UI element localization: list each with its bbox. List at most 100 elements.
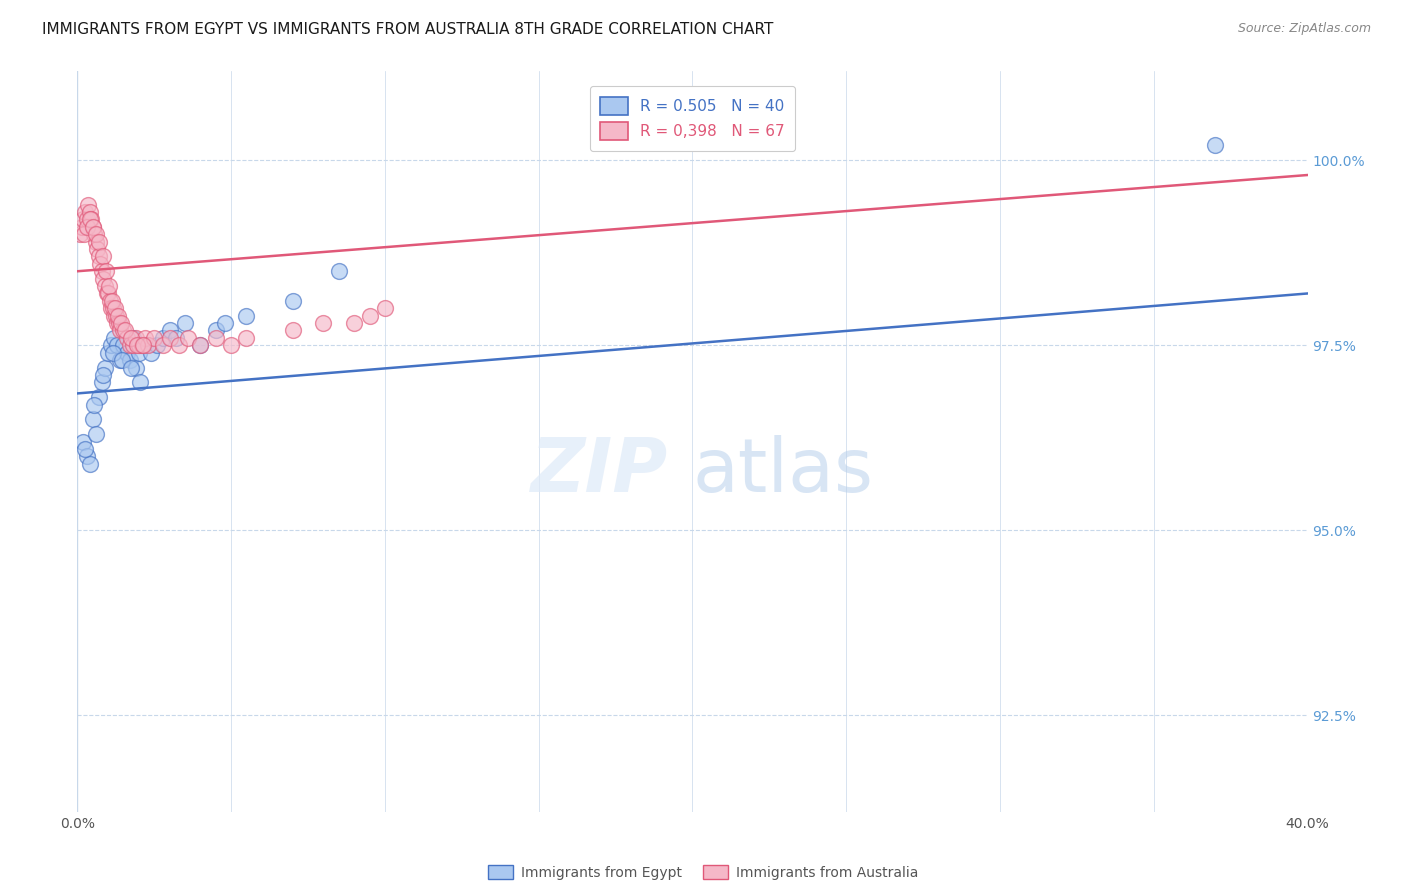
Point [84, 235, 107, 249]
Point [204, 331, 226, 345]
Point [94, 360, 117, 375]
Point [204, 324, 226, 338]
Point [84, 427, 107, 442]
Point [219, 338, 242, 352]
Point [190, 338, 212, 352]
Point [359, 309, 381, 323]
Point [374, 301, 396, 316]
Point [77, 197, 100, 211]
Point [87, 390, 110, 404]
Point [152, 331, 174, 345]
Point [72, 212, 94, 227]
Point [76, 212, 98, 227]
Point [120, 360, 142, 375]
Point [134, 338, 156, 352]
Point [105, 316, 128, 330]
Point [90, 264, 114, 278]
Point [97, 345, 120, 359]
Point [118, 353, 141, 368]
Point [103, 331, 125, 345]
Point [90, 376, 114, 390]
Point [97, 279, 120, 293]
Point [118, 338, 141, 352]
Point [94, 264, 117, 278]
Point [235, 331, 257, 345]
Point [112, 338, 135, 352]
Text: atlas: atlas [693, 434, 873, 508]
Point [125, 331, 148, 345]
Point [174, 316, 197, 330]
Point [110, 353, 132, 368]
Point [281, 324, 304, 338]
Text: IMMIGRANTS FROM EGYPT VS IMMIGRANTS FROM AUSTRALIA 8TH GRADE CORRELATION CHART: IMMIGRANTS FROM EGYPT VS IMMIGRANTS FROM… [42, 22, 773, 37]
Point [110, 316, 132, 330]
Point [79, 457, 101, 471]
Point [105, 338, 128, 352]
Point [97, 286, 120, 301]
Point [73, 442, 96, 456]
Point [76, 219, 98, 234]
Point [101, 345, 124, 359]
Point [82, 219, 104, 234]
Point [165, 331, 187, 345]
Point [115, 345, 138, 359]
Point [82, 412, 104, 426]
Point [343, 316, 366, 330]
Point [141, 345, 163, 359]
Point [115, 331, 138, 345]
Point [101, 301, 124, 316]
Point [143, 331, 166, 345]
Point [103, 309, 125, 323]
Point [110, 324, 132, 338]
Point [125, 360, 148, 375]
Point [1204, 138, 1226, 153]
Point [235, 309, 257, 323]
Point [134, 331, 156, 345]
Point [89, 235, 111, 249]
Point [69, 227, 91, 242]
Point [214, 316, 236, 330]
Point [79, 205, 101, 219]
Point [83, 227, 105, 242]
Point [190, 338, 212, 352]
Point [73, 205, 96, 219]
Text: ZIP: ZIP [530, 434, 668, 508]
Point [177, 331, 200, 345]
Point [128, 345, 150, 359]
Point [107, 309, 129, 323]
Point [87, 250, 110, 264]
Point [86, 227, 108, 242]
Point [136, 338, 159, 352]
Point [89, 257, 111, 271]
Point [127, 338, 149, 352]
Point [70, 219, 93, 234]
Point [72, 434, 94, 449]
Point [111, 353, 134, 368]
Point [73, 227, 96, 242]
Point [80, 212, 103, 227]
Text: Source: ZipAtlas.com: Source: ZipAtlas.com [1237, 22, 1371, 36]
Point [120, 331, 142, 345]
Point [312, 316, 335, 330]
Point [104, 301, 127, 316]
Point [159, 324, 181, 338]
Point [96, 286, 118, 301]
Point [146, 338, 169, 352]
Point [131, 338, 153, 352]
Point [82, 219, 104, 234]
Point [114, 324, 136, 338]
Point [104, 309, 127, 323]
Point [79, 212, 101, 227]
Point [108, 316, 131, 330]
Point [121, 338, 143, 352]
Point [152, 338, 174, 352]
Point [121, 331, 143, 345]
Point [112, 324, 135, 338]
Point [101, 293, 124, 308]
Point [100, 338, 122, 352]
Point [86, 242, 108, 256]
Point [94, 279, 117, 293]
Point [132, 338, 155, 352]
Point [100, 301, 122, 316]
Legend: R = 0.505   N = 40, R = 0,398   N = 67: R = 0.505 N = 40, R = 0,398 N = 67 [589, 87, 796, 151]
